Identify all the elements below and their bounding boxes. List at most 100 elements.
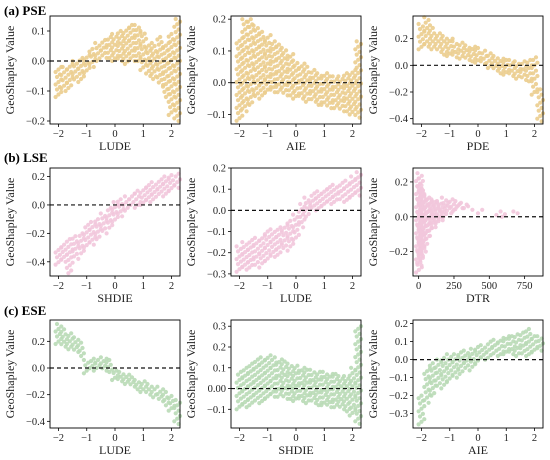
data-point bbox=[461, 348, 466, 353]
data-point bbox=[74, 74, 79, 79]
data-point bbox=[145, 51, 150, 56]
data-point bbox=[430, 211, 435, 216]
data-point bbox=[322, 87, 327, 92]
data-point bbox=[440, 363, 445, 368]
data-point bbox=[146, 56, 151, 61]
data-point bbox=[285, 57, 290, 62]
data-point bbox=[456, 203, 461, 208]
data-point bbox=[449, 368, 454, 373]
data-point bbox=[343, 192, 348, 197]
data-point bbox=[234, 380, 239, 385]
data-point bbox=[59, 257, 64, 262]
data-point bbox=[349, 104, 354, 109]
y-tick-label: 0.0 bbox=[32, 57, 45, 68]
data-point bbox=[83, 225, 88, 230]
data-point bbox=[336, 101, 341, 106]
data-point bbox=[112, 217, 118, 222]
data-point bbox=[56, 247, 61, 253]
data-point bbox=[138, 28, 143, 34]
data-point bbox=[255, 246, 260, 251]
x-tick-label: 2 bbox=[532, 433, 537, 444]
data-point bbox=[279, 240, 284, 246]
data-point bbox=[251, 88, 256, 93]
data-point bbox=[158, 184, 163, 189]
data-point bbox=[336, 191, 341, 196]
data-point bbox=[419, 44, 424, 49]
data-point bbox=[87, 65, 92, 70]
data-point bbox=[514, 340, 519, 345]
data-point bbox=[172, 116, 177, 121]
data-point bbox=[234, 67, 239, 72]
data-point bbox=[131, 200, 136, 205]
data-point bbox=[320, 369, 325, 374]
data-point bbox=[419, 393, 424, 398]
data-point bbox=[425, 25, 430, 31]
data-point bbox=[175, 403, 180, 408]
data-point bbox=[169, 84, 174, 89]
data-point bbox=[498, 209, 503, 214]
data-point bbox=[444, 36, 449, 41]
data-point bbox=[444, 208, 449, 213]
data-point bbox=[141, 387, 146, 392]
data-point bbox=[149, 192, 154, 197]
x-axis-label: DTR bbox=[466, 291, 490, 305]
data-point bbox=[285, 221, 290, 226]
data-point bbox=[152, 56, 157, 61]
data-point bbox=[63, 88, 68, 94]
data-point bbox=[59, 329, 64, 334]
y-tick-label: −0.2 bbox=[26, 117, 45, 128]
data-point bbox=[432, 203, 437, 208]
data-point bbox=[172, 419, 177, 424]
data-point bbox=[501, 352, 506, 357]
data-point bbox=[117, 36, 122, 41]
data-point bbox=[308, 91, 313, 96]
data-point bbox=[536, 95, 541, 100]
data-point bbox=[149, 40, 154, 46]
data-point bbox=[121, 43, 126, 49]
data-point bbox=[451, 352, 457, 357]
y-tick-label: −0.2 bbox=[389, 88, 408, 99]
data-point bbox=[447, 362, 452, 368]
data-point bbox=[353, 367, 358, 372]
data-point bbox=[264, 376, 269, 381]
data-point bbox=[319, 403, 324, 408]
data-point bbox=[146, 195, 151, 200]
data-point bbox=[512, 71, 517, 76]
data-point bbox=[497, 346, 502, 351]
data-point bbox=[446, 371, 451, 376]
x-tick-label: 1 bbox=[504, 129, 509, 140]
data-point bbox=[124, 54, 129, 59]
data-point bbox=[343, 379, 348, 384]
data-point bbox=[162, 174, 167, 179]
data-point bbox=[105, 37, 110, 42]
data-point bbox=[525, 334, 530, 339]
data-point bbox=[353, 329, 358, 334]
data-point bbox=[292, 391, 297, 396]
data-point bbox=[115, 376, 120, 382]
data-point bbox=[127, 197, 132, 202]
data-point bbox=[444, 211, 449, 217]
data-point bbox=[347, 400, 352, 405]
data-point bbox=[162, 64, 167, 69]
data-point bbox=[94, 46, 99, 51]
data-point bbox=[419, 31, 424, 37]
y-tick-label: −0.3 bbox=[389, 409, 408, 420]
data-point bbox=[519, 75, 524, 80]
data-point bbox=[416, 251, 421, 256]
data-point bbox=[268, 227, 273, 232]
data-point bbox=[241, 22, 246, 27]
data-point bbox=[315, 372, 320, 377]
data-point bbox=[501, 60, 506, 65]
data-point bbox=[536, 338, 541, 344]
data-point bbox=[299, 220, 304, 225]
data-point bbox=[478, 59, 483, 64]
data-point bbox=[303, 375, 308, 380]
data-point bbox=[350, 109, 355, 114]
y-tick-label: −0.3 bbox=[207, 269, 226, 280]
data-point bbox=[265, 242, 270, 248]
chart-panel-1: −2 −1 0 1 2 −0.2 −0.1 0.0 0.1 LUDE GeoShapley Valu… bbox=[3, 15, 183, 153]
data-point bbox=[466, 351, 471, 356]
data-point bbox=[172, 64, 177, 69]
data-point bbox=[169, 97, 174, 102]
data-point bbox=[434, 199, 440, 204]
